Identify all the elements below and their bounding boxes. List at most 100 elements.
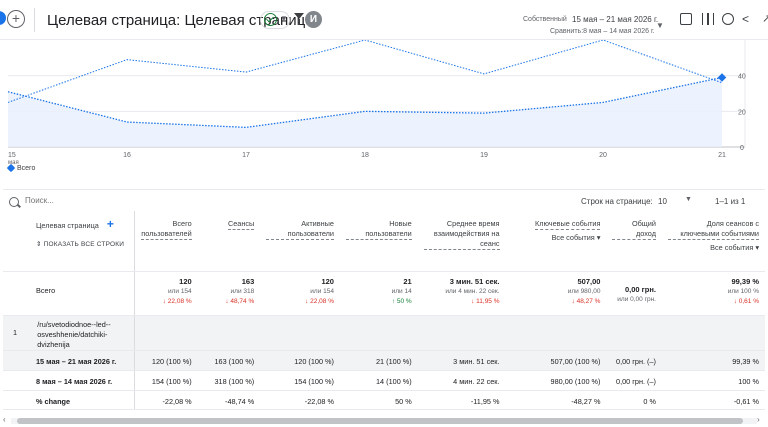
cell-revenue: 0,00 грн. (–) <box>606 370 662 391</box>
row-spacer <box>134 315 765 351</box>
total-cell-key-events: 507,00 или 980,00 ↓ 48,27 % <box>505 271 607 316</box>
col-header-active-users[interactable]: Активные пользователи <box>260 211 340 272</box>
percent-change-row: % change -22,08 % -48,74 % -22,08 % 50 % -11,… <box>3 390 765 410</box>
compare-icon[interactable] <box>702 13 714 25</box>
total-cell-sessions: 163 или 318 ↓ 48,74 % <box>197 271 261 316</box>
total-cell-avg-engagement: 3 мин. 51 сек. или 4 мин. 22 сек. ↓ 11,95 … <box>417 271 506 316</box>
y-tick-label: 20 <box>738 109 746 116</box>
period-label: 15 мая – 21 мая 2026 г. <box>3 350 135 371</box>
total-cell-active-users: 120 или 154 ↓ 22,08 % <box>260 271 340 316</box>
scrollbar-thumb[interactable] <box>17 418 743 424</box>
total-compare: или 100 % <box>727 287 759 295</box>
chevron-down-icon: ▼ <box>280 14 288 23</box>
compare-range[interactable]: Сравнить:8 мая – 14 мая 2026 г. <box>550 28 655 35</box>
cell-active-users: 154 (100 %) <box>260 370 340 391</box>
key-rate-filter[interactable]: Все события ▾ <box>710 243 759 252</box>
filter-icon[interactable] <box>294 13 304 25</box>
period-label: 8 мая – 14 мая 2026 г. <box>3 370 135 391</box>
col-header-total-users[interactable]: Всего пользователей <box>134 211 198 272</box>
col-header-new-users[interactable]: Новые пользователи <box>339 211 418 272</box>
x-tick-sublabel: мая <box>8 160 19 166</box>
report-header: + Целевая страница: Целевая страница ▼ И… <box>0 0 768 40</box>
table-row[interactable]: 1 /ru/svetodiodnoe--led--osveshhenie/dat… <box>3 315 765 351</box>
date-range[interactable]: 15 мая – 21 мая 2026 г. <box>572 15 659 24</box>
period-label: % change <box>3 390 135 410</box>
date-preset-label[interactable]: Собственный <box>523 16 567 23</box>
col-header-avg-engagement[interactable]: Среднее время взаимодействия на сеанс <box>417 211 506 272</box>
dimension-header-label: Целевая страница <box>36 221 99 230</box>
totals-row: Всего 120 или 154 ↓ 22,08 % 163 или 318 ↓ 48,… <box>3 271 765 316</box>
period-row: 8 мая – 14 мая 2026 г. 154 (100 %) 318 (10… <box>3 370 765 391</box>
dimension-header[interactable]: Целевая страница + ⇕ ПОКАЗАТЬ ВСЕ СТРОКИ <box>3 211 135 272</box>
avatar[interactable]: И <box>305 11 322 28</box>
show-all-rows-button[interactable]: ⇕ ПОКАЗАТЬ ВСЕ СТРОКИ <box>36 241 125 248</box>
total-change: ↓ 22,08 % <box>162 297 192 305</box>
key-events-filter[interactable]: Все события ▾ <box>551 233 601 242</box>
scroll-left-icon[interactable]: ‹ <box>3 415 6 424</box>
cell-key-events: -48,27 % <box>505 390 607 410</box>
chevron-down-icon: ▼ <box>685 196 692 203</box>
row-index: 1 <box>3 315 32 351</box>
series-line-current <box>7 76 723 129</box>
page-title: Целевая страница: Целевая страница <box>47 12 314 29</box>
x-tick-label: 20 <box>599 152 607 159</box>
total-value: 99,39 % <box>731 276 759 286</box>
x-tick-label: 19 <box>480 152 488 159</box>
cell-new-users: 50 % <box>339 390 418 410</box>
total-change: ↓ 11,95 % <box>471 297 500 305</box>
saved-status-dropdown[interactable]: ▼ <box>260 11 290 29</box>
date-dropdown-icon[interactable]: ▼ <box>656 21 664 30</box>
total-cell-revenue: 0,00 грн. или 0,00 грн. <box>606 271 662 316</box>
cell-sessions: 318 (100 %) <box>197 370 261 391</box>
totals-label: Всего <box>3 271 135 316</box>
cell-avg-engagement: 4 мин. 22 сек. <box>417 370 506 391</box>
total-value: 0,00 грн. <box>624 284 656 294</box>
rows-per-page-value: 10 <box>658 197 667 206</box>
table-header-row: Целевая страница + ⇕ ПОКАЗАТЬ ВСЕ СТРОКИ … <box>3 211 765 272</box>
total-change: ↑ 50 % <box>391 297 412 305</box>
col-header-revenue[interactable]: Общий доход <box>606 211 662 272</box>
data-table-card: Строк на странице: 10 ▼ 1–1 из 1 Целевая… <box>3 189 765 427</box>
cell-revenue: 0,00 грн. (–) <box>606 350 662 371</box>
cell-key-events: 507,00 (100 %) <box>505 350 607 371</box>
chart-legend[interactable]: Всего <box>6 163 36 173</box>
cell-session-key-rate: -0,61 % <box>661 390 765 410</box>
horizontal-scrollbar[interactable] <box>11 418 757 424</box>
search-input[interactable] <box>25 196 225 205</box>
customize-report-icon[interactable] <box>680 13 692 25</box>
total-compare: или 4 мин. 22 сек. <box>445 287 500 295</box>
share-icon[interactable]: < <box>742 12 750 26</box>
total-compare: или 318 <box>230 287 255 295</box>
col-header-sessions[interactable]: Сеансы <box>197 211 261 272</box>
pagination-info: 1–1 из 1 <box>715 197 746 206</box>
rows-per-page-label: Строк на странице: <box>581 197 653 206</box>
rows-per-page-select[interactable]: 10 ▼ <box>658 196 694 206</box>
cell-new-users: 14 (100 %) <box>339 370 418 391</box>
total-value: 120 <box>179 276 192 286</box>
total-change: ↓ 0,61 % <box>733 297 759 305</box>
total-value: 21 <box>403 276 412 286</box>
y-tick-label: 40 <box>738 74 746 81</box>
x-tick-label: 17 <box>242 152 250 159</box>
legend-label: Всего <box>17 165 36 172</box>
add-icon: + <box>11 10 21 26</box>
expand-icon[interactable]: ↗ <box>762 13 768 25</box>
total-change: ↓ 22,08 % <box>305 297 334 305</box>
landing-page-link[interactable]: /ru/svetodiodnoe--led--osveshhenie/datch… <box>31 315 135 351</box>
total-value: 507,00 <box>577 276 601 286</box>
menu-indicator[interactable] <box>0 11 6 25</box>
col-header-key-events[interactable]: Ключевые события Все события ▾ <box>505 211 607 272</box>
add-dimension-icon[interactable]: + <box>106 217 114 231</box>
scroll-right-icon[interactable]: › <box>757 415 760 424</box>
total-compare: или 154 <box>167 287 192 295</box>
col-header-session-key-rate[interactable]: Доля сеансов с ключевыми событиями Все со… <box>661 211 765 272</box>
cell-key-events: 980,00 (100 %) <box>505 370 607 391</box>
series-line-previous <box>7 40 723 103</box>
cell-revenue: 0 % <box>606 390 662 410</box>
insights-icon[interactable] <box>722 13 734 25</box>
report-table: Целевая страница + ⇕ ПОКАЗАТЬ ВСЕ СТРОКИ … <box>3 211 765 410</box>
x-tick-label: 16 <box>123 152 131 159</box>
add-comparison-button[interactable]: + <box>7 10 25 28</box>
cell-total-users: -22,08 % <box>134 390 198 410</box>
total-value: 120 <box>321 276 334 286</box>
